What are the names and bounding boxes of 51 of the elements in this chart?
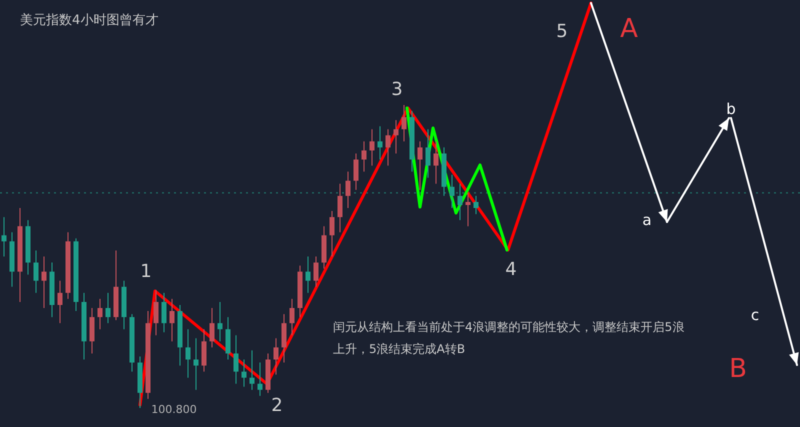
- candlestick: [210, 308, 214, 348]
- candlestick: [370, 128, 374, 166]
- text: 5: [556, 20, 568, 42]
- annotation: 闰元从结构上看当前处于4浪调整的可能性较大，调整结束开启5浪上升，5浪结束完成A转B: [333, 319, 686, 358]
- text: A: [620, 14, 638, 44]
- candlestick: [170, 298, 174, 342]
- text: c: [750, 306, 760, 324]
- candlestick: [314, 256, 318, 288]
- candlestick: [338, 183, 342, 233]
- candlestick: [106, 292, 110, 324]
- text: 4: [505, 258, 517, 280]
- candlestick: [306, 256, 310, 294]
- candlestick: [474, 195, 478, 215]
- text: 3: [391, 78, 403, 100]
- candlestick: [394, 120, 398, 154]
- candlestick: [98, 298, 102, 330]
- chart-title: 美元指数4小时图曾有才: [20, 12, 158, 30]
- candlestick: [466, 192, 470, 227]
- candlestick: [194, 338, 198, 390]
- candlestick: [418, 140, 422, 190]
- candlestick: [346, 171, 350, 209]
- candlestick: [242, 359, 246, 388]
- candlestick: [162, 292, 166, 333]
- candlestick: [362, 140, 366, 172]
- candlestick: [234, 334, 238, 384]
- candlestick: [402, 104, 406, 142]
- candlestick: [2, 216, 6, 257]
- candlestick: [250, 350, 254, 390]
- candlestick: [186, 328, 190, 378]
- annotation: 1: [140, 260, 152, 282]
- text: B: [729, 354, 747, 384]
- candlestick: [426, 128, 430, 178]
- candlestick: [434, 140, 438, 184]
- candlestick: [386, 128, 390, 166]
- candlestick: [450, 174, 454, 209]
- annotation: 2: [271, 394, 283, 416]
- candlestick: [290, 298, 294, 336]
- candlestick: [274, 338, 278, 376]
- candlestick: [42, 256, 46, 309]
- candlestick: [378, 126, 382, 160]
- candlestick: [34, 250, 38, 294]
- annotation: 100.800: [151, 403, 197, 416]
- candlestick: [458, 183, 462, 221]
- candlestick: [218, 301, 222, 342]
- candlestick: [258, 362, 262, 396]
- candlestick: [330, 210, 334, 257]
- candlestick: [154, 289, 158, 336]
- candlestick: [58, 280, 62, 324]
- text: b: [726, 100, 736, 118]
- text: a: [642, 211, 652, 230]
- candlestick: [354, 152, 358, 190]
